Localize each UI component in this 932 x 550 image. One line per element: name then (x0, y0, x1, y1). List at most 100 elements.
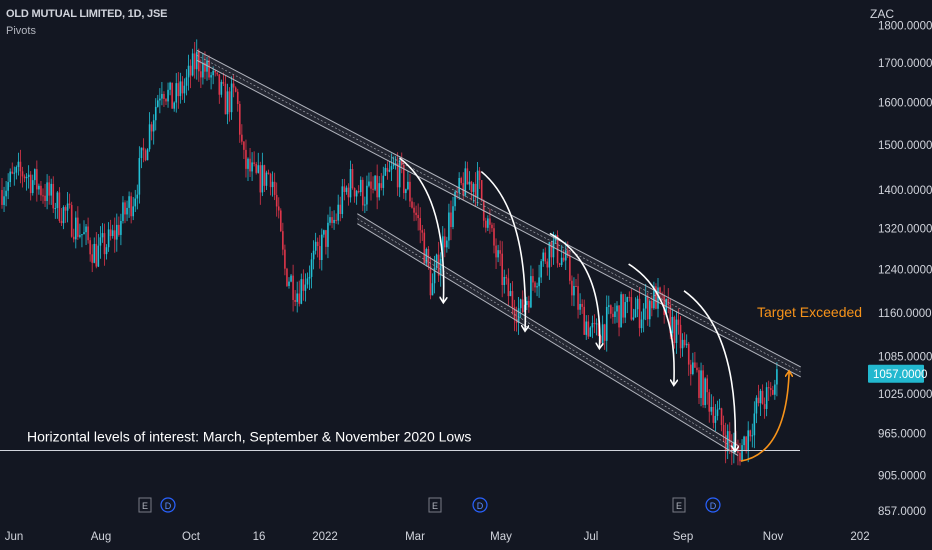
y-tick-label: 1025.0000 (878, 389, 932, 401)
candle-body (409, 181, 411, 202)
candle-body (503, 277, 506, 286)
candle-body (271, 181, 274, 188)
candle-body (150, 124, 153, 132)
earnings-marker: E (428, 497, 442, 513)
candle-body (774, 384, 776, 395)
candle-body (62, 207, 65, 224)
candle-body (567, 250, 569, 257)
candle-body (550, 242, 553, 258)
target-arrow (740, 372, 789, 462)
x-tick-label: Jun (5, 531, 24, 543)
candle-body (362, 179, 364, 206)
candle-body (757, 397, 760, 404)
candle-body (169, 82, 171, 90)
candle-body (314, 241, 317, 251)
candle-body (767, 387, 770, 389)
candle-body (44, 195, 46, 201)
candle-body (122, 202, 124, 221)
candle-body (101, 233, 104, 238)
candle-body (640, 319, 643, 329)
candle-body (765, 387, 768, 409)
candle-body (159, 98, 161, 101)
candle-body (476, 170, 479, 198)
candle-body (273, 181, 276, 195)
candle-body (612, 313, 614, 317)
candle-body (776, 369, 778, 385)
candle-body (75, 217, 77, 240)
candle-body (318, 246, 321, 261)
candle-body (216, 72, 219, 75)
x-tick-label: Jul (584, 531, 599, 543)
y-tick-label: 1160.0000 (878, 308, 932, 320)
indicator-label[interactable]: Pivots (6, 25, 36, 37)
candle-body (630, 297, 633, 320)
candle-body (487, 218, 489, 228)
candle-body (651, 300, 653, 309)
candle-body (202, 62, 204, 78)
candle-body (220, 81, 223, 95)
candle-body (275, 194, 278, 207)
candle-body (753, 413, 756, 436)
y-tick-label: 1240.0000 (878, 264, 932, 276)
y-tick-label: 1600.0000 (878, 98, 932, 110)
candle-body (29, 174, 32, 194)
candle-body (290, 275, 292, 282)
candle-body (419, 218, 421, 231)
candle-body (392, 163, 395, 167)
candle-body (429, 266, 432, 296)
candle-body (255, 163, 257, 173)
candle-body (675, 319, 678, 344)
candle-body (521, 299, 524, 313)
candle-body (460, 178, 462, 184)
candle-body (454, 191, 456, 207)
x-tick-label: Aug (91, 531, 111, 543)
candle-body (474, 183, 477, 198)
candle-body (152, 120, 155, 132)
candle-body (542, 252, 544, 262)
earnings-marker-box (428, 497, 442, 513)
event-marker-label: D (477, 501, 484, 511)
candle-body (417, 215, 419, 219)
candle-body (698, 370, 700, 398)
candle-body (755, 397, 758, 414)
candle-body (560, 257, 563, 265)
candle-body (441, 236, 444, 260)
event-marker-label: D (165, 501, 172, 511)
candle-body (103, 233, 106, 255)
candle-body (499, 250, 501, 254)
candle-body (68, 203, 71, 206)
dividend-marker: D (705, 497, 721, 513)
candle-body (396, 163, 399, 188)
candle-body (655, 286, 657, 309)
candle-body (575, 286, 577, 288)
candle-body (548, 242, 551, 268)
candle-body (569, 256, 571, 281)
candle-body (257, 165, 260, 173)
candle-body (587, 321, 590, 337)
candle-body (581, 303, 583, 307)
candle-body (189, 65, 192, 76)
candle-body (620, 294, 622, 328)
candle-body (165, 99, 167, 102)
candle-body (528, 300, 530, 308)
candle-body (464, 168, 467, 196)
candle-body (163, 94, 165, 100)
candle-body (308, 276, 311, 279)
candle-body (769, 388, 772, 390)
earnings-marker-box (672, 497, 686, 513)
candle-body (239, 104, 241, 135)
candle-body (390, 166, 393, 170)
candle-body (538, 277, 540, 287)
candle-body (534, 282, 536, 288)
y-tick-label: 1700.0000 (878, 58, 932, 70)
candle-body (269, 173, 272, 188)
candle-body (690, 364, 692, 375)
candle-body (347, 187, 350, 198)
y-tick-label: 965.0000 (878, 428, 926, 440)
candle-body (284, 249, 286, 269)
candle-body (564, 250, 567, 261)
channel-lower-line (357, 213, 739, 456)
candle-body (277, 206, 280, 211)
candle-body (386, 167, 389, 172)
